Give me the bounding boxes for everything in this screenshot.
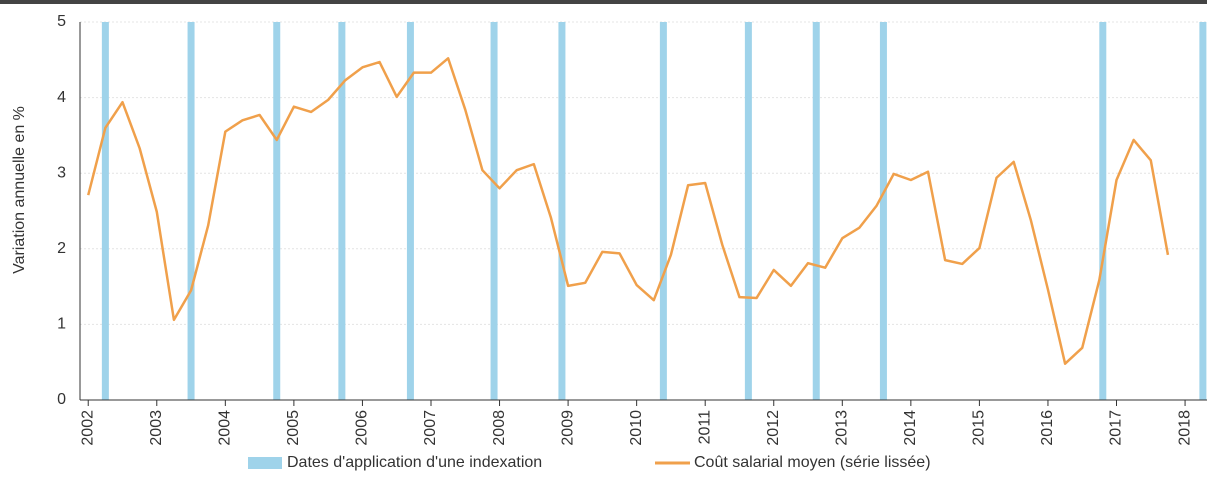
x-tick-label: 2009 <box>559 410 576 446</box>
indexation-bar <box>1099 22 1107 400</box>
x-tick-label: 2014 <box>902 410 919 446</box>
indexation-bar <box>273 22 281 400</box>
y-tick-label: 0 <box>57 391 66 408</box>
x-tick-label: 2006 <box>354 410 371 446</box>
indexation-bar <box>101 22 109 400</box>
x-tick-label: 2016 <box>1039 410 1056 446</box>
x-tick-label: 2005 <box>285 410 302 446</box>
indexation-bar <box>187 22 195 400</box>
indexation-bar <box>490 22 498 400</box>
legend-label: Dates d'application d'une indexation <box>287 454 542 471</box>
x-tick-label: 2002 <box>79 410 96 446</box>
x-tick-label: 2003 <box>148 410 165 446</box>
y-axis-label: Variation annuelle en % <box>11 106 28 274</box>
legend-label: Coût salarial moyen (série lissée) <box>694 454 931 471</box>
indexation-bar <box>1199 22 1207 400</box>
x-tick-label: 2004 <box>217 410 234 446</box>
indexation-bar <box>338 22 346 400</box>
y-tick-label: 3 <box>57 164 66 181</box>
y-tick-label: 1 <box>57 316 66 333</box>
indexation-bar <box>558 22 566 400</box>
x-tick-label: 2008 <box>491 410 508 446</box>
x-tick-label: 2012 <box>765 410 782 446</box>
top-border <box>0 0 1207 4</box>
x-tick-label: 2007 <box>422 410 439 446</box>
x-tick-label: 2015 <box>971 410 988 446</box>
x-tick-label: 2010 <box>628 410 645 446</box>
y-tick-label: 4 <box>57 89 66 106</box>
x-tick-label: 2013 <box>834 410 851 446</box>
y-tick-label: 5 <box>57 13 66 30</box>
x-tick-label: 2017 <box>1108 410 1125 446</box>
indexation-bar <box>406 22 414 400</box>
indexation-bar <box>659 22 667 400</box>
indexation-bar <box>744 22 752 400</box>
series-line <box>87 57 1170 365</box>
x-tick-label: 2018 <box>1176 410 1193 446</box>
y-tick-label: 2 <box>57 240 66 257</box>
x-tick-label: 2011 <box>696 410 713 445</box>
legend-swatch <box>248 457 282 469</box>
indexation-bar <box>879 22 887 400</box>
indexation-bar <box>812 22 820 400</box>
